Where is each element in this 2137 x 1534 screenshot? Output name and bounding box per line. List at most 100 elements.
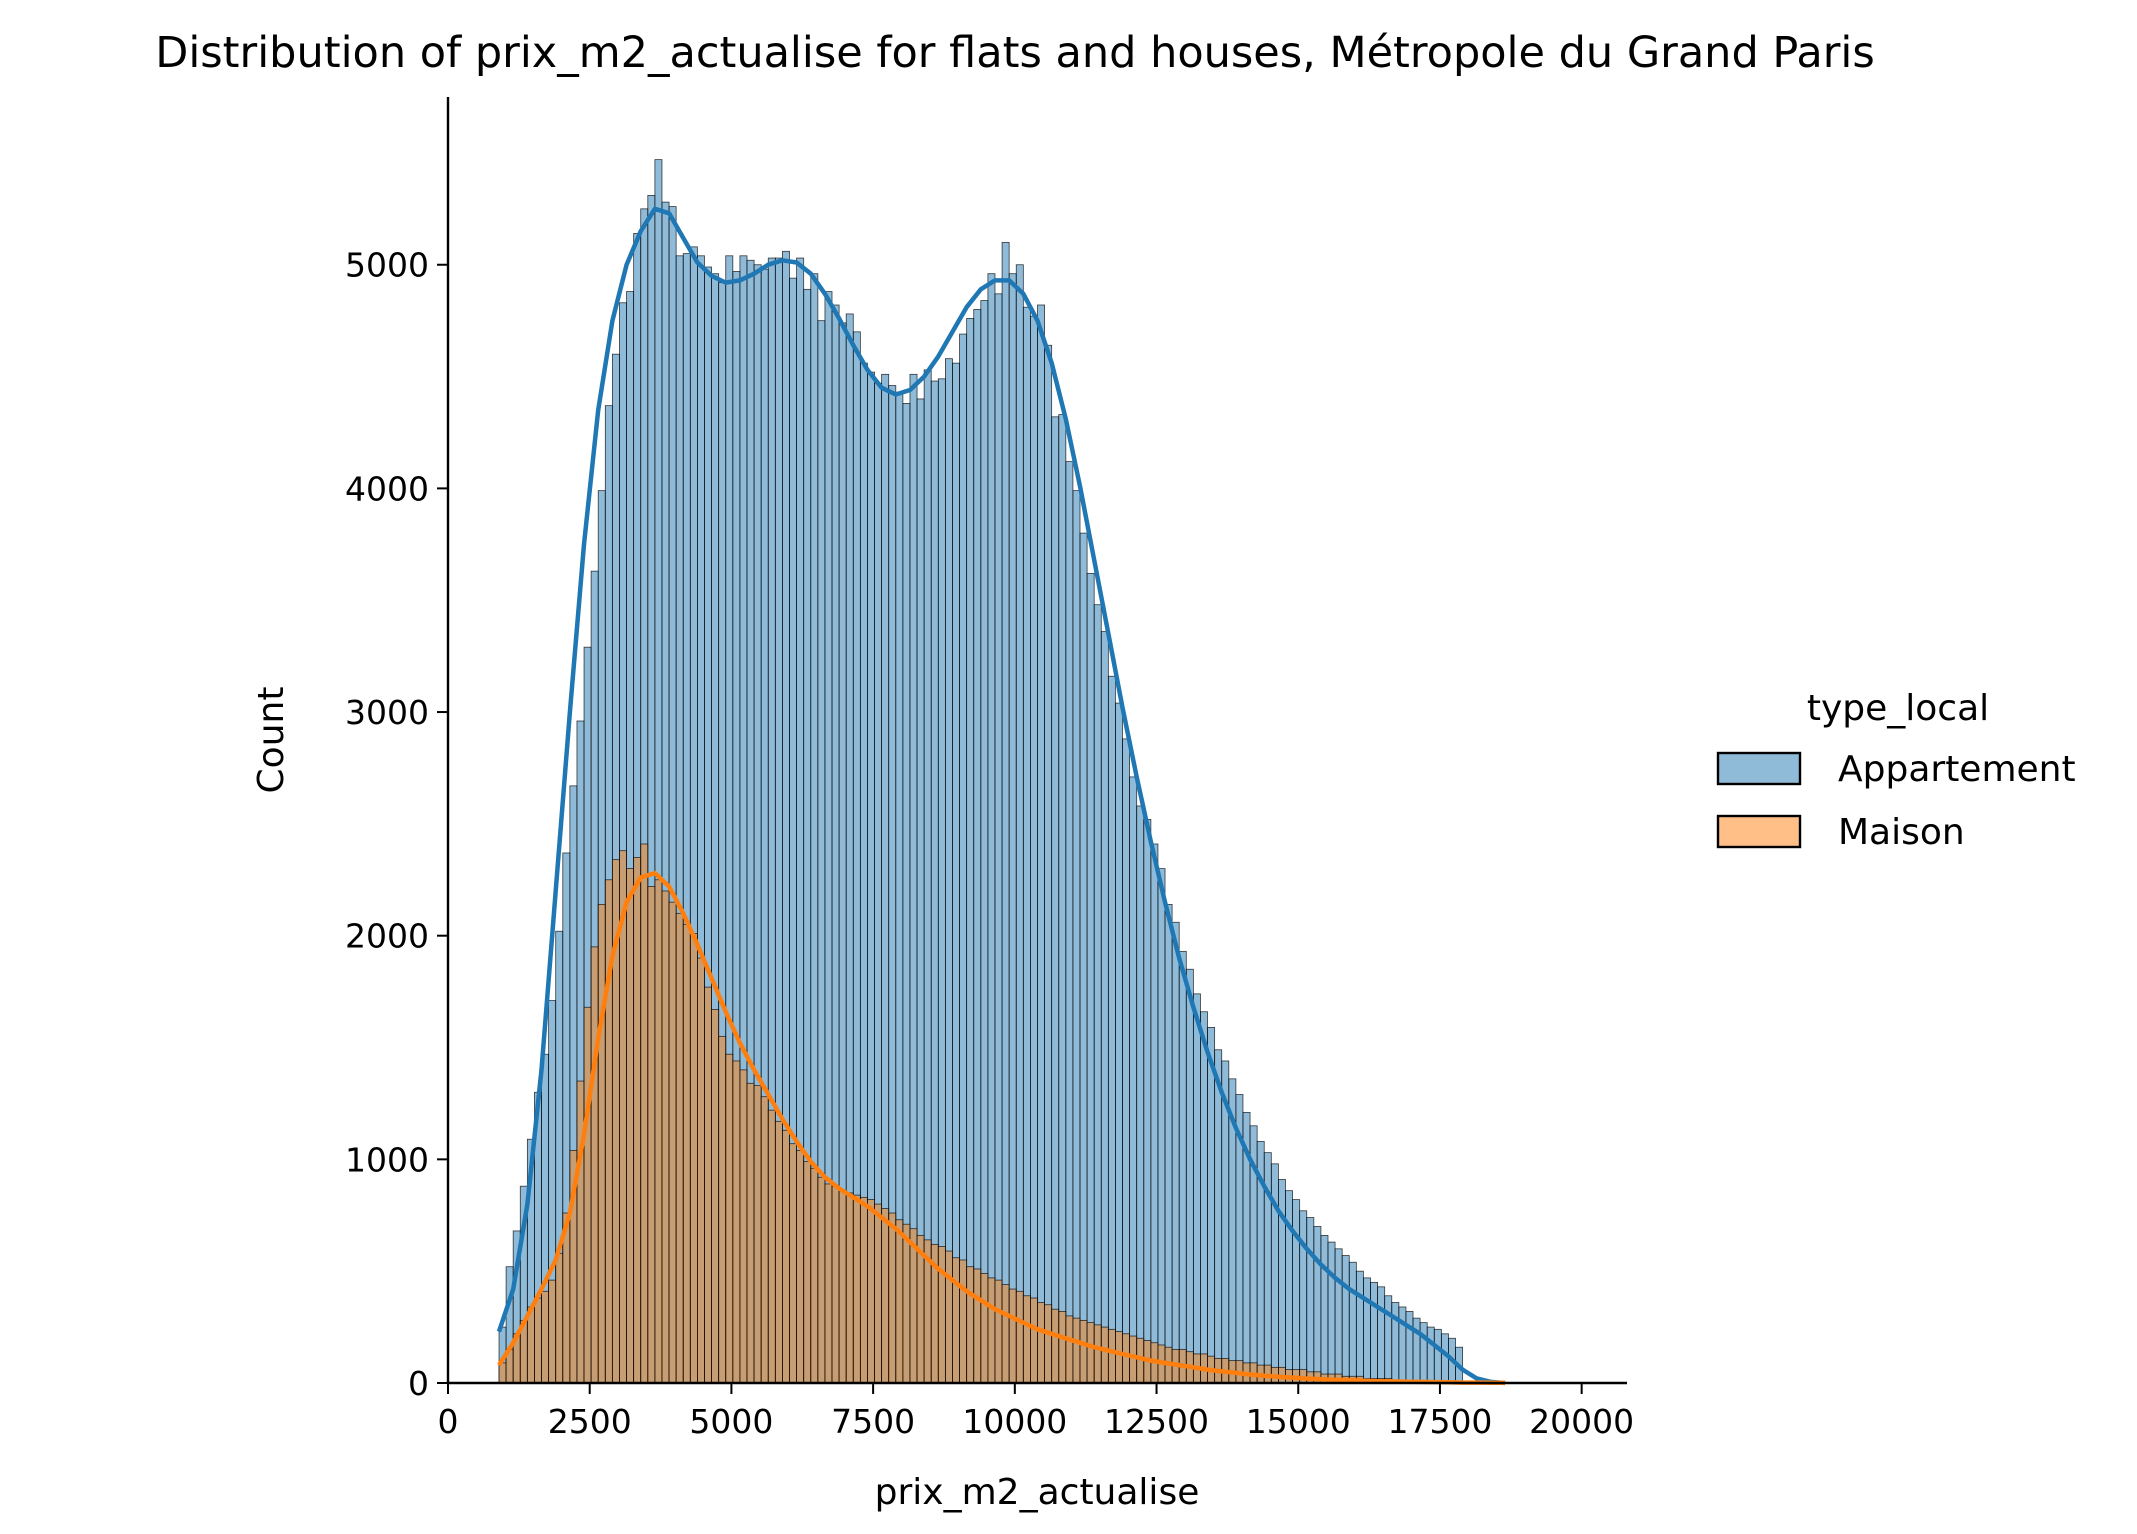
x-tick-label-2500: 2500 bbox=[548, 1402, 632, 1441]
bar-maison-18 bbox=[627, 869, 634, 1383]
bar-maison-67 bbox=[974, 1269, 981, 1383]
bar-appartement-67 bbox=[974, 309, 981, 1383]
bar-appartement-114 bbox=[1307, 1217, 1314, 1383]
bar-maison-23 bbox=[662, 891, 669, 1383]
bar-maison-32 bbox=[726, 1054, 733, 1383]
bar-maison-20 bbox=[641, 844, 648, 1383]
bar-maison-53 bbox=[875, 1204, 882, 1383]
x-tick-label-7500: 7500 bbox=[831, 1402, 915, 1441]
bar-appartement-77 bbox=[1045, 345, 1052, 1383]
bar-maison-14 bbox=[598, 904, 605, 1383]
bar-maison-22 bbox=[655, 880, 662, 1383]
bar-maison-70 bbox=[995, 1280, 1002, 1383]
bar-maison-54 bbox=[882, 1209, 889, 1383]
bar-appartement-113 bbox=[1300, 1211, 1307, 1383]
bar-maison-69 bbox=[988, 1278, 995, 1383]
bar-appartement-71 bbox=[1002, 242, 1009, 1383]
bar-appartement-116 bbox=[1321, 1235, 1328, 1383]
bar-appartement-66 bbox=[967, 318, 974, 1383]
bar-appartement-130 bbox=[1420, 1323, 1427, 1383]
bar-maison-57 bbox=[903, 1224, 910, 1383]
bar-maison-63 bbox=[945, 1251, 952, 1383]
bar-maison-49 bbox=[846, 1193, 853, 1383]
x-tick-label-5000: 5000 bbox=[689, 1402, 773, 1441]
bar-appartement-98 bbox=[1193, 994, 1200, 1383]
bar-maison-86 bbox=[1108, 1329, 1115, 1383]
bar-maison-84 bbox=[1094, 1325, 1101, 1383]
bar-maison-47 bbox=[832, 1186, 839, 1383]
bar-appartement-84 bbox=[1094, 605, 1101, 1383]
bar-appartement-63 bbox=[945, 359, 952, 1383]
y-tick-label-1000: 1000 bbox=[345, 1140, 429, 1179]
bar-maison-34 bbox=[740, 1070, 747, 1383]
bar-maison-80 bbox=[1066, 1316, 1073, 1383]
bar-appartement-120 bbox=[1349, 1262, 1356, 1383]
bar-maison-21 bbox=[648, 886, 655, 1383]
bar-maison-51 bbox=[860, 1197, 867, 1383]
y-tick-label-0: 0 bbox=[408, 1364, 429, 1403]
bar-appartement-79 bbox=[1059, 415, 1066, 1383]
bar-maison-85 bbox=[1101, 1327, 1108, 1383]
legend-label-appartement: Appartement bbox=[1838, 749, 2076, 790]
bar-appartement-74 bbox=[1023, 307, 1030, 1383]
bar-appartement-115 bbox=[1314, 1226, 1321, 1383]
bar-appartement-124 bbox=[1378, 1287, 1385, 1383]
bar-appartement-83 bbox=[1087, 573, 1094, 1383]
bar-maison-8 bbox=[556, 1253, 563, 1383]
bar-maison-30 bbox=[712, 1010, 719, 1383]
plot-area bbox=[499, 160, 1505, 1383]
legend-title: type_local bbox=[1807, 688, 1989, 729]
bar-appartement-101 bbox=[1215, 1050, 1222, 1383]
bar-maison-5 bbox=[534, 1298, 541, 1383]
y-tick-label-3000: 3000 bbox=[345, 693, 429, 732]
bar-maison-81 bbox=[1073, 1318, 1080, 1383]
bar-maison-0 bbox=[499, 1363, 506, 1383]
y-tick-label-2000: 2000 bbox=[345, 917, 429, 956]
bar-maison-45 bbox=[818, 1177, 825, 1383]
bar-appartement-119 bbox=[1342, 1256, 1349, 1383]
bar-maison-41 bbox=[790, 1144, 797, 1383]
bar-appartement-112 bbox=[1293, 1200, 1300, 1383]
bar-appartement-94 bbox=[1165, 904, 1172, 1383]
bar-maison-89 bbox=[1130, 1336, 1137, 1383]
bar-appartement-131 bbox=[1427, 1327, 1434, 1383]
bar-maison-38 bbox=[768, 1110, 775, 1383]
bar-maison-48 bbox=[839, 1191, 846, 1383]
bar-maison-74 bbox=[1023, 1296, 1030, 1383]
bar-maison-24 bbox=[669, 902, 676, 1383]
bar-maison-13 bbox=[591, 947, 598, 1383]
bar-maison-6 bbox=[542, 1291, 549, 1383]
bar-appartement-127 bbox=[1399, 1307, 1406, 1383]
x-axis-label: prix_m2_actualise bbox=[875, 1472, 1200, 1513]
y-tick-label-4000: 4000 bbox=[345, 469, 429, 508]
y-axis-ticks: 0 1000 2000 3000 4000 5000 bbox=[345, 246, 448, 1403]
y-axis-label: Count bbox=[251, 687, 292, 794]
bar-maison-64 bbox=[952, 1258, 959, 1383]
bar-maison-58 bbox=[910, 1229, 917, 1383]
bar-appartement-99 bbox=[1200, 1012, 1207, 1383]
bar-maison-73 bbox=[1016, 1291, 1023, 1383]
bar-appartement-93 bbox=[1158, 869, 1165, 1383]
bar-appartement-125 bbox=[1385, 1296, 1392, 1383]
bar-appartement-88 bbox=[1123, 739, 1130, 1383]
bar-maison-43 bbox=[804, 1162, 811, 1383]
bar-appartement-80 bbox=[1066, 462, 1073, 1383]
bar-appartement-100 bbox=[1208, 1027, 1215, 1383]
legend-label-maison: Maison bbox=[1838, 812, 1965, 853]
bar-maison-42 bbox=[797, 1150, 804, 1383]
legend: type_local Appartement Maison bbox=[1718, 688, 2076, 853]
x-tick-label-0: 0 bbox=[438, 1402, 459, 1441]
bar-appartement-91 bbox=[1144, 819, 1151, 1383]
bar-maison-7 bbox=[549, 1280, 556, 1383]
bar-appartement-86 bbox=[1108, 676, 1115, 1383]
bar-maison-82 bbox=[1080, 1320, 1087, 1383]
bar-maison-75 bbox=[1030, 1298, 1037, 1383]
bar-appartement-128 bbox=[1406, 1311, 1413, 1383]
bar-maison-36 bbox=[754, 1086, 761, 1383]
bar-appartement-78 bbox=[1052, 417, 1059, 1383]
x-tick-label-17500: 17500 bbox=[1387, 1402, 1492, 1441]
bar-maison-79 bbox=[1059, 1311, 1066, 1383]
bar-maison-19 bbox=[634, 857, 641, 1383]
bar-appartement-61 bbox=[931, 381, 938, 1383]
bar-maison-83 bbox=[1087, 1323, 1094, 1383]
